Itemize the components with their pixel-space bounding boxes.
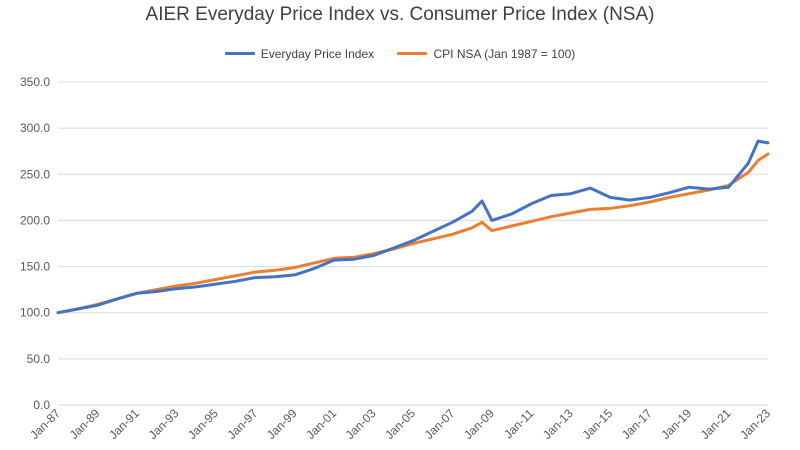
y-tick-label: 300.0 xyxy=(20,121,50,135)
legend-label-cpi: CPI NSA (Jan 1987 = 100) xyxy=(433,46,576,61)
series-line-everyday-price-index xyxy=(56,139,770,315)
legend-item-cpi: CPI NSA (Jan 1987 = 100) xyxy=(397,47,575,61)
chart-title: AIER Everyday Price Index vs. Consumer P… xyxy=(145,4,655,25)
x-tick-label: Jan-03 xyxy=(343,406,379,442)
x-tick-label: Jan-13 xyxy=(540,406,576,442)
y-tick-label: 100.0 xyxy=(20,306,50,320)
y-tick-label: 250.0 xyxy=(20,167,50,181)
x-tick-label: Jan-07 xyxy=(422,406,458,442)
x-tick-label: Jan-11 xyxy=(501,406,536,441)
y-tick-label: 150.0 xyxy=(20,260,50,274)
x-tick-label: Jan-93 xyxy=(146,406,182,442)
legend-label-everyday: Everyday Price Index xyxy=(260,46,375,61)
x-tick-label: Jan-95 xyxy=(185,406,221,442)
x-tick-label: Jan-97 xyxy=(224,406,260,442)
x-tick-label: Jan-89 xyxy=(67,406,103,442)
legend-swatch-cpi xyxy=(397,52,428,55)
x-tick-label: Jan-23 xyxy=(737,406,773,442)
y-tick-label: 350.0 xyxy=(20,75,50,89)
x-tick-label: Jan-17 xyxy=(619,406,655,442)
y-tick-label: 50.0 xyxy=(27,352,51,366)
x-tick-label: Jan-05 xyxy=(382,406,418,442)
x-tick-label: Jan-19 xyxy=(658,406,694,442)
x-tick-label: Jan-01 xyxy=(303,406,339,442)
legend-swatch-everyday xyxy=(224,52,255,55)
x-tick-label: Jan-99 xyxy=(264,406,300,442)
legend-item-everyday: Everyday Price Index xyxy=(224,46,375,61)
x-tick-label: Jan-91 xyxy=(106,406,142,442)
y-tick-label: 0.0 xyxy=(33,398,50,412)
chart-legend: Everyday Price Index CPI NSA (Jan 1987 =… xyxy=(0,44,800,61)
x-tick-label: Jan-21 xyxy=(698,406,734,442)
y-tick-label: 200.0 xyxy=(20,213,50,227)
series-line-cpi-nsa xyxy=(56,152,770,315)
x-tick-label: Jan-09 xyxy=(461,406,497,442)
x-tick-label: Jan-15 xyxy=(579,406,615,442)
